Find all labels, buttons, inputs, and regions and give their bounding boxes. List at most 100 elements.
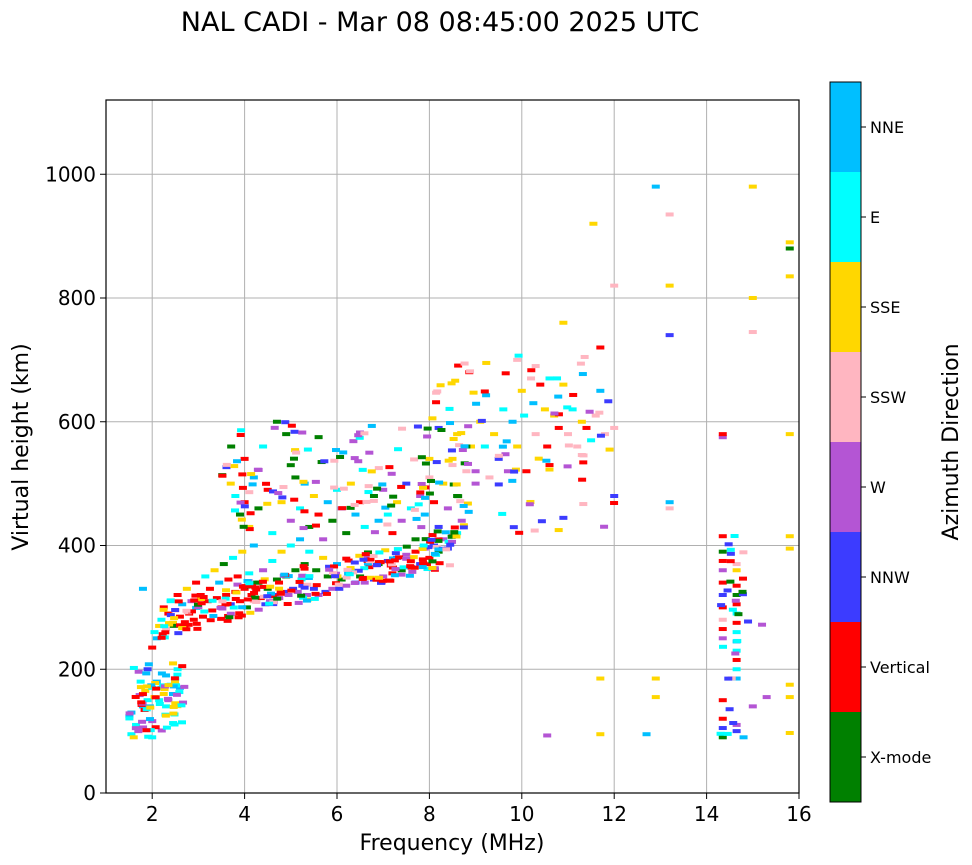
trace-point-nnw <box>359 557 368 562</box>
trace-point-ssw <box>343 567 352 572</box>
data-point-nne <box>178 602 187 607</box>
data-point-vertical <box>718 716 727 721</box>
data-point-e <box>296 506 305 511</box>
trace-point-w <box>731 651 740 656</box>
trace-point-vertical <box>170 676 179 681</box>
trace-point-e <box>394 447 403 452</box>
trace-point-vertical <box>184 622 193 627</box>
colorbar-tick-label: SSE <box>870 298 900 317</box>
trace-point-nnw <box>744 619 753 624</box>
data-point-x-mode <box>369 494 378 498</box>
data-point-nne <box>249 543 258 548</box>
data-point-vertical <box>224 577 233 582</box>
data-point-e <box>480 444 489 449</box>
trace-point-w <box>458 448 467 453</box>
data-point-e <box>360 524 369 529</box>
trace-point-ssw <box>579 502 588 507</box>
trace-point-vertical <box>174 599 183 604</box>
trace-point-ssw <box>279 485 288 490</box>
data-point-w <box>379 574 388 579</box>
trace-point-sse <box>366 575 375 580</box>
data-point-vertical <box>388 531 397 536</box>
data-point-x-mode <box>272 577 281 582</box>
trace-point-vertical <box>259 584 268 589</box>
data-point-ssw <box>564 432 572 437</box>
trace-point-e <box>125 716 134 721</box>
data-point-vertical <box>411 549 420 554</box>
data-point-vertical <box>582 425 591 430</box>
trace-point-vertical <box>295 579 304 584</box>
trace-point-x-mode <box>433 529 442 534</box>
trace-point-vertical <box>258 579 267 584</box>
trace-point-ssw <box>369 553 378 558</box>
colorbar-tick-label: E <box>870 208 880 227</box>
data-point-x-mode <box>337 577 346 582</box>
trace-point-nnw <box>278 495 287 500</box>
trace-point-nnw <box>269 489 278 494</box>
data-point-vertical <box>175 614 184 619</box>
data-point-nnw <box>732 729 741 734</box>
data-point-vertical <box>178 664 187 669</box>
trace-point-ssw <box>245 490 254 495</box>
data-point-ssw <box>162 627 171 632</box>
x-tick-label: 6 <box>331 802 344 826</box>
trace-point-w <box>501 452 510 457</box>
trace-point-e <box>208 598 217 603</box>
trace-point-nnw <box>509 525 518 530</box>
trace-point-e <box>514 353 523 358</box>
x-axis-ticks: 2 4 6 8 10 12 14 16 <box>146 793 812 826</box>
trace-point-nne <box>157 671 166 676</box>
trace-point-ssw <box>303 582 312 587</box>
trace-point-nne <box>144 662 153 667</box>
trace-point-x-mode <box>389 494 398 499</box>
data-point-sse <box>785 534 794 539</box>
trace-point-sse <box>299 479 308 484</box>
trace-point-nnw <box>432 460 441 465</box>
trace-point-nnw <box>320 459 329 464</box>
trace-point-sse <box>554 528 563 533</box>
trace-point-x-mode <box>250 595 259 600</box>
trace-point-e <box>364 490 373 495</box>
trace-point-vertical <box>579 460 588 465</box>
trace-point-w <box>387 471 396 476</box>
data-point-w <box>302 593 311 597</box>
trace-point-vertical <box>395 555 404 560</box>
data-point-sse <box>182 586 191 591</box>
data-point-vertical <box>208 608 217 613</box>
trace-point-nne <box>460 444 469 449</box>
trace-point-sse <box>169 661 178 666</box>
data-point-ssw <box>573 444 582 449</box>
trace-point-w <box>525 502 534 507</box>
trace-point-e <box>175 690 184 695</box>
trace-point-sse <box>170 616 179 621</box>
trace-point-vertical <box>236 433 245 438</box>
data-point-x-mode <box>300 562 309 567</box>
data-point-vertical <box>235 599 244 604</box>
trace-point-e <box>445 406 454 411</box>
trace-point-vertical <box>361 552 370 557</box>
data-point-w <box>402 552 411 557</box>
y-tick-label: 0 <box>83 781 96 805</box>
trace-point-nne <box>421 495 430 500</box>
data-point-w <box>758 622 767 627</box>
trace-point-nne <box>472 401 481 406</box>
data-point-vertical <box>718 698 727 703</box>
trace-point-e <box>399 565 408 570</box>
data-point-sse <box>748 296 757 300</box>
data-point-w <box>134 729 143 734</box>
colorbar-tick-label: NNE <box>870 118 904 137</box>
trace-point-x-mode <box>225 615 234 620</box>
data-point-nne <box>333 562 341 567</box>
trace-point-vertical <box>330 564 339 569</box>
colorbar-segment-nnw <box>830 532 861 622</box>
trace-point-vertical <box>191 593 200 598</box>
trace-point-x-mode <box>273 596 282 601</box>
data-point-sse <box>319 555 328 560</box>
trace-point-e <box>221 596 230 601</box>
trace-point-nne <box>233 459 242 464</box>
trace-point-nnw <box>477 418 486 423</box>
trace-point-w <box>254 607 263 612</box>
trace-point-vertical <box>275 580 284 585</box>
data-point-e <box>229 555 238 560</box>
trace-point-nne <box>508 478 517 483</box>
